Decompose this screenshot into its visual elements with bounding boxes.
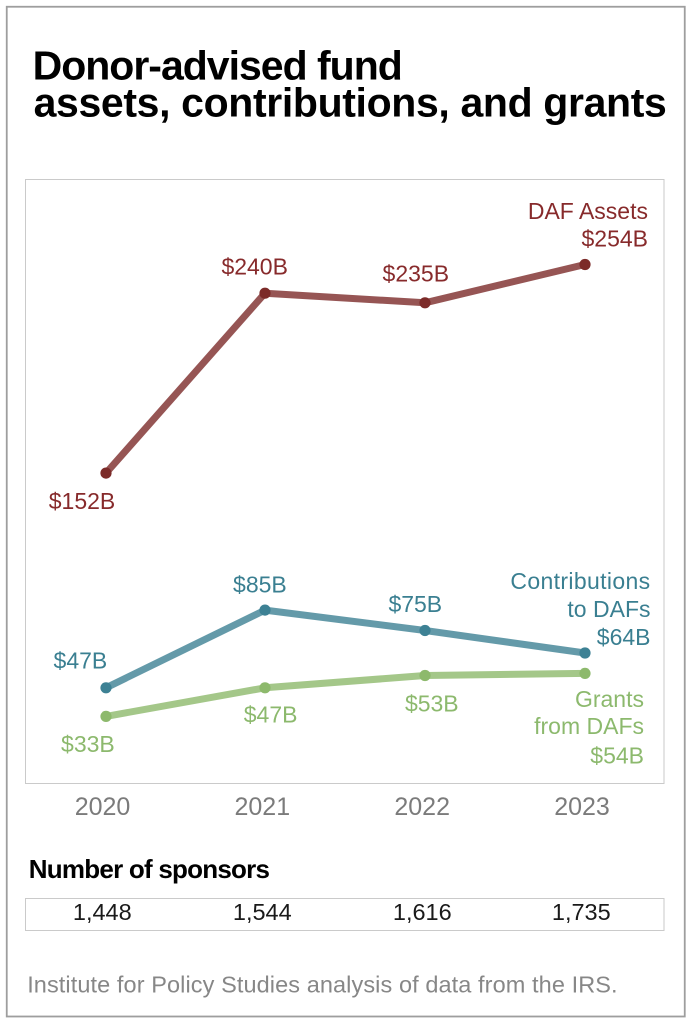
svg-text:$75B: $75B	[388, 591, 442, 617]
svg-text:$64B: $64B	[597, 624, 651, 650]
svg-text:assets, contributions, and gra: assets, contributions, and grants	[34, 80, 667, 126]
svg-text:$254B: $254B	[581, 225, 648, 251]
svg-text:Number of sponsors: Number of sponsors	[29, 854, 270, 884]
svg-text:$235B: $235B	[383, 260, 450, 286]
svg-text:2022: 2022	[394, 793, 450, 821]
svg-text:DAF Assets: DAF Assets	[528, 198, 648, 224]
svg-text:$47B: $47B	[54, 648, 108, 674]
svg-text:$33B: $33B	[61, 731, 115, 757]
svg-text:Donor-advised fund: Donor-advised fund	[33, 43, 402, 89]
svg-text:Contributions: Contributions	[510, 568, 650, 594]
svg-text:from DAFs: from DAFs	[534, 713, 644, 739]
svg-text:$152B: $152B	[49, 488, 116, 514]
svg-text:Institute for Policy Studies a: Institute for Policy Studies analysis of…	[27, 971, 617, 997]
svg-text:1,735: 1,735	[552, 899, 611, 925]
svg-text:2020: 2020	[75, 793, 131, 821]
svg-text:2021: 2021	[234, 793, 290, 821]
svg-text:1,544: 1,544	[233, 899, 292, 925]
svg-text:to DAFs: to DAFs	[567, 596, 650, 622]
svg-text:2023: 2023	[554, 793, 610, 821]
svg-text:$85B: $85B	[233, 572, 287, 598]
svg-text:$240B: $240B	[221, 254, 288, 280]
svg-text:1,448: 1,448	[73, 899, 132, 925]
svg-text:Grants: Grants	[575, 686, 644, 712]
svg-text:$53B: $53B	[405, 691, 459, 717]
svg-text:$54B: $54B	[590, 743, 644, 769]
svg-text:1,616: 1,616	[393, 899, 452, 925]
svg-text:$47B: $47B	[244, 702, 298, 728]
